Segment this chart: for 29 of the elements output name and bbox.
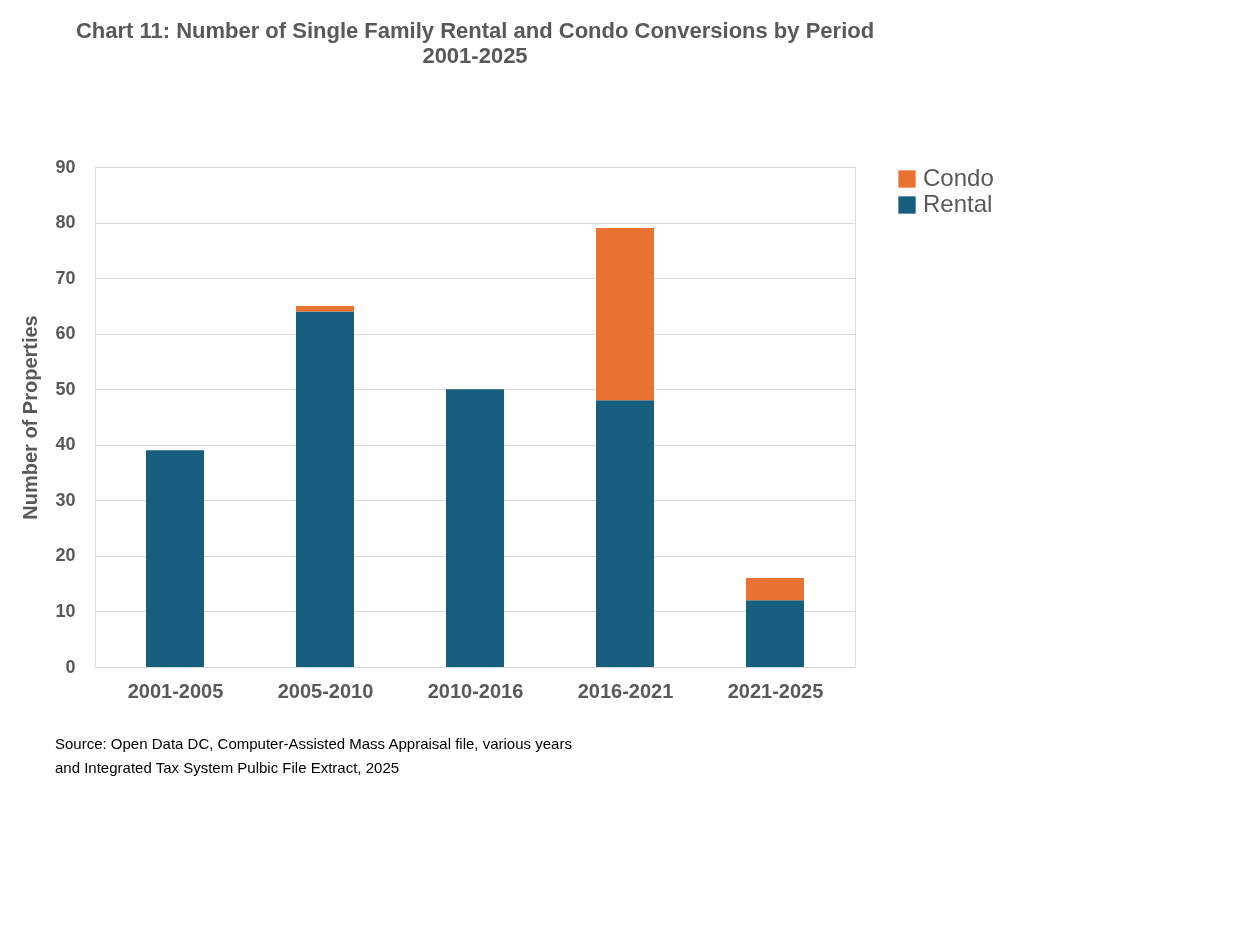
y-tick-label: 0 [65, 656, 76, 677]
bar [296, 305, 354, 312]
x-tick-label: 2001-2005 [127, 679, 224, 702]
y-tick-label: 30 [55, 489, 76, 510]
bar [746, 578, 804, 601]
y-tick-label: 80 [55, 212, 76, 233]
x-tick-label: 2010-2016 [427, 679, 524, 702]
y-tick-label: 20 [55, 545, 76, 566]
bar [596, 400, 654, 667]
chart-title: Chart 11: Number of Single Family Rental and Condo Conversions by Period [75, 18, 875, 43]
bar [596, 228, 654, 401]
bar [446, 389, 504, 667]
legend-label: Rental [923, 190, 993, 217]
source-note: Source: Open Data DC, Computer-Assisted Mass Appraisal file, various years and Integrated Tax System Pulbic File Extract, 2025 [55, 735, 572, 776]
bar [746, 600, 804, 667]
x-tick-label: 2005-2010 [277, 679, 374, 702]
y-axis-title: Number of Properties [19, 315, 42, 520]
bar [146, 450, 204, 667]
y-tick-label: 90 [55, 156, 76, 177]
y-tick-label: 70 [55, 267, 76, 288]
y-tick-label: 50 [55, 378, 76, 399]
y-tick-label: 60 [55, 323, 76, 344]
y-tick-label: 40 [55, 434, 76, 455]
x-tick-label: 2021-2025 [727, 679, 824, 702]
chart-subtitle: 2001-2025 [422, 43, 528, 68]
x-tick-label: 2016-2021 [577, 679, 674, 702]
legend-label: Condo [923, 164, 994, 191]
bar [296, 311, 354, 667]
y-tick-label: 10 [55, 600, 76, 621]
